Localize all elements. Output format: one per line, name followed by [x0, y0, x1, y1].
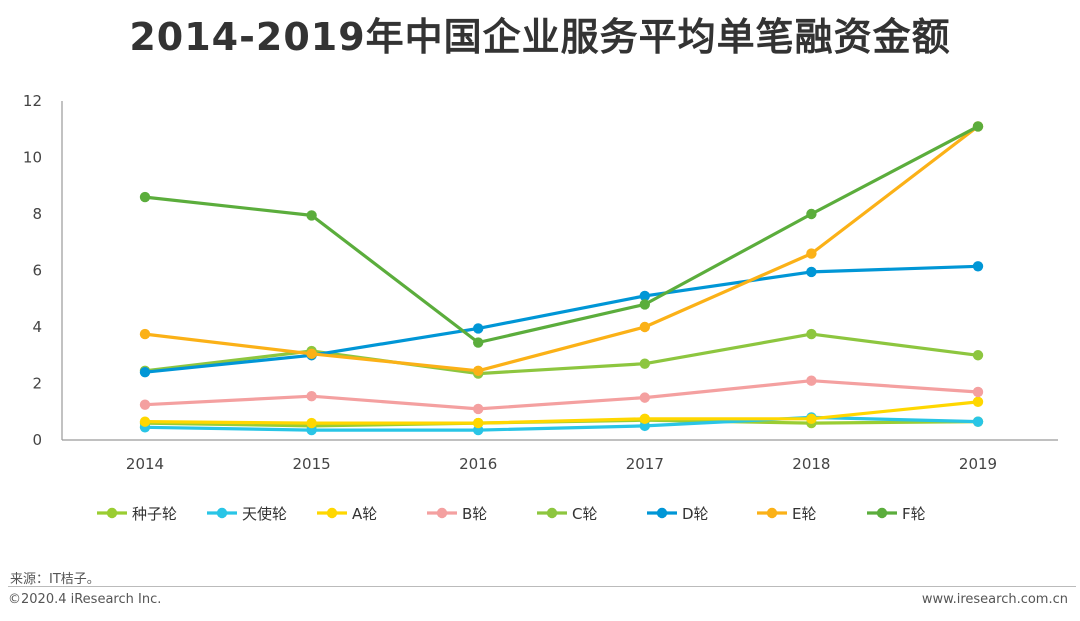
legend-item: B轮 — [427, 505, 487, 523]
data-point — [972, 350, 984, 361]
y-tick-label: 6 — [32, 262, 42, 280]
data-point — [639, 290, 650, 302]
data-point — [473, 417, 484, 429]
data-point — [972, 416, 984, 427]
data-point — [806, 328, 817, 340]
legend-label: E轮 — [792, 505, 816, 523]
legend-marker — [766, 507, 778, 519]
chart-legend: 种子轮 天使轮 A轮 B轮 C轮 D轮 E轮 F轮 — [97, 505, 926, 523]
legend-label: A轮 — [352, 505, 377, 523]
legend-item: A轮 — [317, 505, 377, 523]
x-tick-label: 2017 — [626, 455, 664, 473]
chart-axes: 0 2 4 6 8 10 12 2014 2015 2016 2017 2018 2019 — [23, 92, 1058, 473]
series-E轮 — [139, 121, 984, 376]
data-point — [139, 399, 151, 410]
line-chart: 0 2 4 6 8 10 12 2014 2015 2016 2017 2018 2019 种子轮 天使轮… — [23, 92, 1058, 523]
y-tick-label: 4 — [32, 318, 42, 336]
legend-marker — [656, 507, 668, 519]
data-point — [806, 248, 817, 259]
y-tick-label: 8 — [32, 205, 42, 223]
legend-marker — [216, 507, 228, 519]
copyright-text: ©2020.4 iResearch Inc. — [8, 592, 162, 607]
legend-marker — [546, 507, 558, 519]
data-point — [972, 121, 984, 132]
legend-item: D轮 — [647, 505, 709, 523]
y-tick-label: 10 — [23, 149, 42, 167]
series-line — [143, 124, 980, 373]
data-point — [806, 208, 817, 220]
data-point — [806, 266, 817, 278]
chart-title: 2014-2019年中国企业服务平均单笔融资金额 — [129, 15, 951, 59]
data-point — [139, 328, 151, 340]
legend-label: 天使轮 — [242, 505, 287, 523]
data-point — [639, 321, 650, 333]
series-B轮 — [139, 375, 984, 415]
legend-label: D轮 — [682, 505, 709, 523]
legend-item: C轮 — [537, 505, 597, 523]
data-point — [639, 358, 650, 369]
data-point — [473, 323, 484, 334]
series-line — [143, 332, 980, 376]
data-point — [806, 375, 817, 386]
data-point — [306, 210, 317, 221]
series-line — [143, 124, 980, 345]
legend-marker — [436, 507, 448, 519]
data-point — [639, 413, 650, 425]
x-tick-label: 2016 — [459, 455, 497, 473]
x-tick-label: 2014 — [126, 455, 164, 473]
series-line — [143, 400, 980, 425]
x-tick-label: 2015 — [293, 455, 331, 473]
legend-item: 种子轮 — [97, 505, 177, 523]
data-point — [473, 403, 484, 415]
legend-marker — [876, 507, 888, 519]
footer-divider — [8, 586, 1076, 587]
data-point — [139, 416, 151, 427]
series-C轮 — [139, 328, 984, 379]
data-point — [972, 386, 984, 398]
data-point — [473, 365, 484, 376]
series-D轮 — [139, 261, 984, 378]
data-point — [473, 337, 484, 348]
series-line — [143, 379, 980, 411]
legend-item: E轮 — [757, 505, 816, 523]
data-point — [306, 348, 317, 360]
x-tick-label: 2018 — [792, 455, 830, 473]
chart-series — [139, 121, 984, 436]
legend-label: C轮 — [572, 505, 597, 523]
legend-label: 种子轮 — [132, 505, 177, 523]
data-point — [139, 367, 151, 378]
data-point — [972, 396, 984, 408]
series-line — [143, 415, 980, 432]
legend-marker — [106, 507, 118, 519]
legend-item: 天使轮 — [207, 505, 287, 523]
series-A轮 — [139, 396, 984, 429]
series-line — [143, 264, 980, 374]
data-point — [972, 261, 984, 272]
legend-item: F轮 — [867, 505, 926, 523]
data-point — [306, 391, 317, 402]
data-point — [306, 417, 317, 429]
data-point — [639, 392, 650, 403]
y-tick-label: 12 — [23, 92, 42, 110]
data-point — [139, 191, 151, 203]
legend-label: B轮 — [462, 505, 487, 523]
data-point — [639, 299, 650, 310]
website-url: www.iresearch.com.cn — [921, 592, 1068, 607]
source-note: 来源：IT桔子。 — [10, 572, 100, 587]
y-tick-label: 2 — [32, 375, 42, 393]
legend-label: F轮 — [902, 505, 926, 523]
series-F轮 — [139, 121, 984, 348]
legend-marker — [326, 507, 338, 519]
x-tick-label: 2019 — [959, 455, 997, 473]
data-point — [806, 413, 817, 425]
y-tick-label: 0 — [32, 431, 42, 449]
